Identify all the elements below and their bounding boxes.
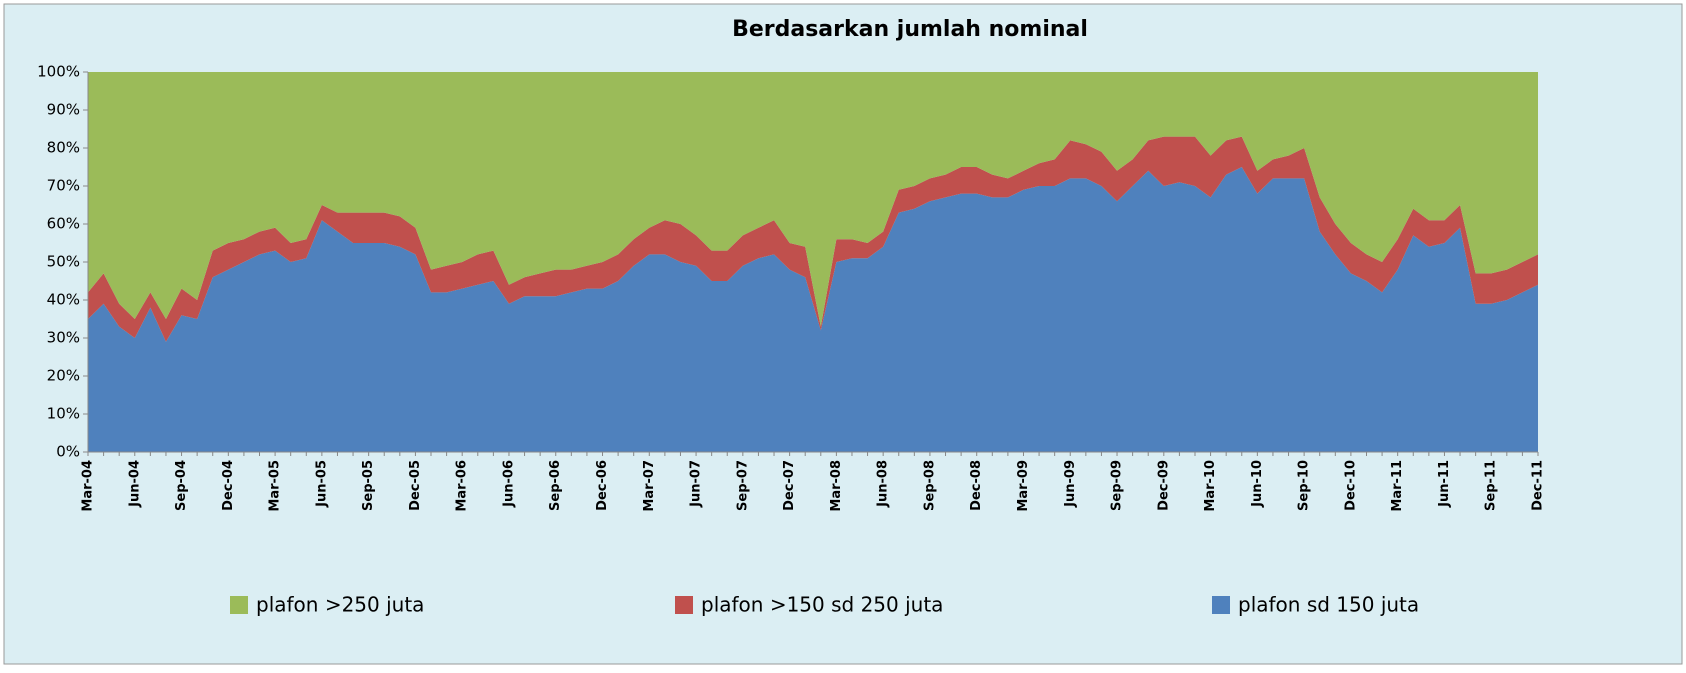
x-tick-label: Mar-05 <box>268 460 283 512</box>
x-tick-label: Jun-06 <box>501 460 516 508</box>
y-tick-label: 0% <box>56 443 80 461</box>
x-tick-label: Dec-10 <box>1343 460 1358 511</box>
y-tick-label: 60% <box>47 215 80 233</box>
x-tick-label: Mar-07 <box>642 460 657 512</box>
x-tick-label: Dec-06 <box>595 460 610 511</box>
y-tick-label: 70% <box>47 177 80 195</box>
x-tick-label: Mar-04 <box>81 460 96 512</box>
x-tick-label: Jun-09 <box>1063 460 1078 508</box>
x-tick-label: Dec-09 <box>1156 460 1171 511</box>
y-tick-label: 10% <box>47 405 80 423</box>
y-tick-label: 20% <box>47 367 80 385</box>
y-tick-label: 100% <box>37 63 80 81</box>
chart-title: Berdasarkan jumlah nominal <box>732 17 1088 42</box>
legend-label: plafon >150 sd 250 juta <box>701 593 943 617</box>
x-tick-label: Dec-11 <box>1531 460 1546 511</box>
x-tick-label: Sep-05 <box>361 460 376 511</box>
x-tick-label: Sep-11 <box>1484 460 1499 511</box>
x-tick-label: Sep-07 <box>735 460 750 511</box>
x-tick-label: Sep-09 <box>1110 460 1125 511</box>
x-tick-label: Mar-06 <box>455 460 470 512</box>
x-tick-label: Jun-07 <box>689 460 704 508</box>
y-tick-label: 40% <box>47 291 80 309</box>
y-tick-label: 50% <box>47 253 80 271</box>
area <box>88 167 1538 452</box>
x-tick-label: Jun-10 <box>1250 460 1265 508</box>
legend-label: plafon sd 150 juta <box>1238 593 1419 617</box>
x-tick-label: Sep-06 <box>548 460 563 511</box>
x-tick-label: Dec-07 <box>782 460 797 511</box>
x-tick-label: Sep-04 <box>174 460 189 511</box>
x-tick-label: Dec-05 <box>408 460 423 511</box>
x-tick-label: Mar-09 <box>1016 460 1031 512</box>
x-tick-label: Jun-04 <box>127 460 142 508</box>
area <box>88 72 1538 327</box>
x-tick-label: Mar-11 <box>1390 460 1405 512</box>
y-tick-label: 80% <box>47 139 80 157</box>
legend-swatch <box>1212 596 1230 614</box>
x-tick-label: Jun-11 <box>1437 460 1452 508</box>
x-tick-label: Sep-10 <box>1297 460 1312 511</box>
area <box>88 136 1538 342</box>
x-tick-label: Jun-05 <box>314 460 329 508</box>
x-tick-label: Sep-08 <box>922 460 937 511</box>
y-tick-label: 90% <box>47 101 80 119</box>
x-tick-label: Mar-08 <box>829 460 844 512</box>
x-tick-label: Dec-04 <box>221 460 236 511</box>
x-tick-label: Dec-08 <box>969 460 984 511</box>
x-tick-label: Jun-08 <box>876 460 891 508</box>
legend-swatch <box>675 596 693 614</box>
legend-label: plafon >250 juta <box>256 593 424 617</box>
y-tick-label: 30% <box>47 329 80 347</box>
legend-swatch <box>230 596 248 614</box>
x-tick-label: Mar-10 <box>1203 460 1218 512</box>
